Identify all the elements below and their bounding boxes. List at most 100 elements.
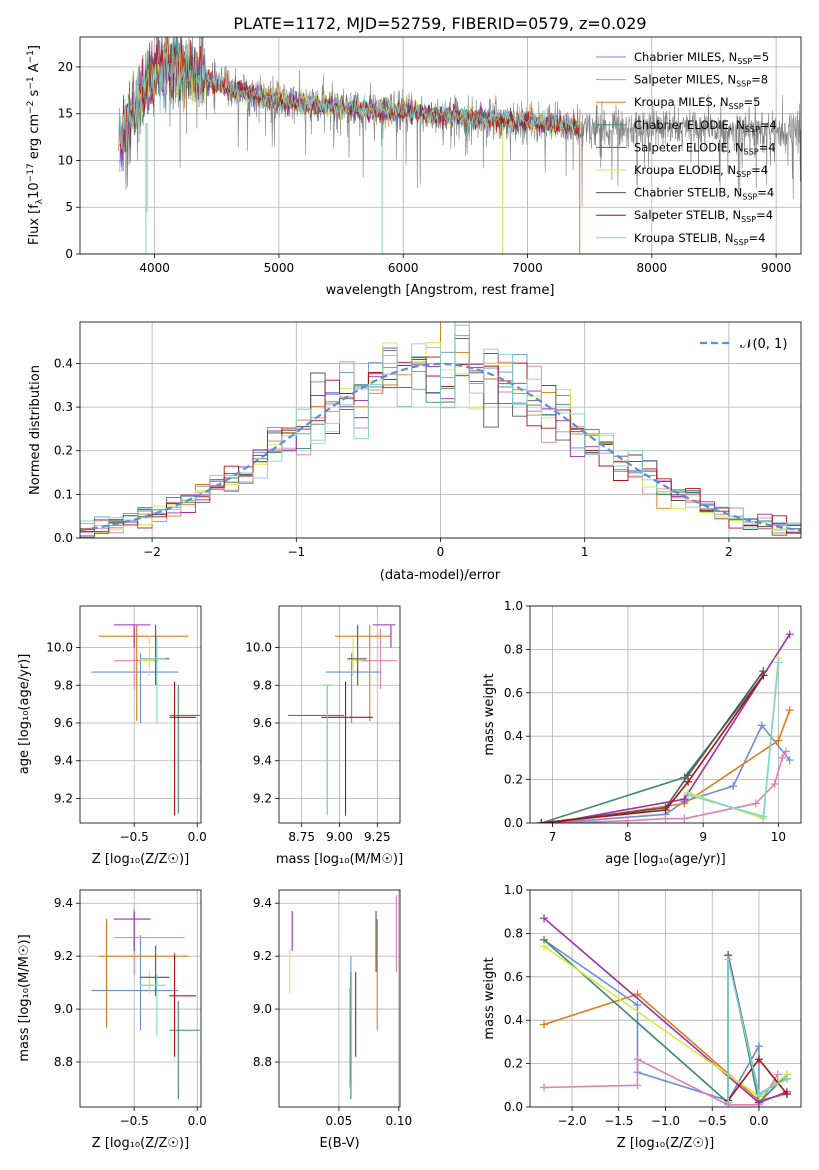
weight-marker <box>540 942 549 951</box>
weight-marker <box>759 812 768 821</box>
weight-series <box>552 709 791 823</box>
y-tick-label: 0.8 <box>504 642 523 656</box>
x-tick-label: −0.5 <box>120 830 149 844</box>
weight-marker <box>680 814 689 823</box>
weight-marker <box>537 819 546 823</box>
weight-series <box>552 751 787 823</box>
weight-series <box>687 662 780 818</box>
mass-weight-vs-age-panel: 7 8 9 10 0.0 0.2 0.4 0.6 0.8 1.0 age [log₁₀(age/yr… <box>482 599 802 867</box>
y-tick-label: 20 <box>58 60 73 74</box>
y-tick-label: 10.0 <box>46 641 73 655</box>
y-tick-label: 9.0 <box>253 1002 272 1016</box>
y-tick-label: 9.2 <box>253 949 272 963</box>
y-tick-label: 0.4 <box>54 356 73 370</box>
y-axis-label: age [log₁₀(age/yr)] <box>17 654 32 775</box>
weight-marker <box>770 779 779 788</box>
x-tick-label: 4000 <box>139 261 170 275</box>
y-axis-label-part: −1 <box>26 76 36 89</box>
weight-marker <box>540 914 549 923</box>
weight-marker <box>633 1055 642 1064</box>
legend-name: Salpeter MILES, N <box>634 73 736 87</box>
weight-marker <box>785 630 794 639</box>
axes-frame <box>79 889 202 1108</box>
grid <box>279 890 400 1107</box>
y-axis-label-part: A <box>27 63 42 76</box>
weight-marker <box>661 805 670 814</box>
y-tick-label: 0.1 <box>54 487 73 501</box>
legend-name: Chabrier MILES, N <box>634 50 737 64</box>
weight-marker <box>633 990 642 999</box>
y-axis-label-part: −2 <box>26 101 36 114</box>
y-tick-label: 9.0 <box>54 1002 73 1016</box>
legend-suffix: =8 <box>751 73 768 87</box>
weight-marker <box>785 706 794 715</box>
legend-suffix: =4 <box>760 118 777 132</box>
x-tick-label: 6000 <box>388 261 419 275</box>
y-tick-label: 0.2 <box>504 773 523 787</box>
y-tick-label: 9.4 <box>253 896 272 910</box>
x-tick-label: 7 <box>549 830 557 844</box>
axes-frame <box>529 605 802 824</box>
weight-marker <box>724 1098 733 1107</box>
legend-sub: SSP <box>745 125 760 134</box>
figure-title: PLATE=1172, MJD=52759, FIBERID=0579, z=0… <box>233 14 646 33</box>
weight-marker <box>729 782 738 791</box>
weight-series <box>727 959 788 1103</box>
legend-name: Chabrier ELODIE, N <box>634 118 745 132</box>
x-axis-label: mass [log₁₀(M/M☉)] <box>276 852 403 867</box>
x-tick-label: 8000 <box>637 261 668 275</box>
y-tick-label: 0.0 <box>504 1100 523 1114</box>
error-bars <box>91 908 200 1100</box>
residual-histogram <box>80 322 801 538</box>
weight-marker <box>754 1089 763 1098</box>
y-tick-label: 8.8 <box>253 1055 272 1069</box>
weight-marker <box>778 753 787 762</box>
legend-entry: Chabrier MILES, NSSP=5 <box>634 50 769 66</box>
weight-marker <box>773 1070 782 1079</box>
y-axis-label: Normed distribution <box>28 365 43 495</box>
y-tick-label: 0.2 <box>504 1057 523 1071</box>
y-tick-label: 0.0 <box>54 531 73 545</box>
x-tick-label: 5000 <box>264 261 295 275</box>
y-tick-label: 9.4 <box>54 754 73 768</box>
x-axis-label: wavelength [Angstrom, rest frame] <box>326 283 555 298</box>
x-tick-label: 9000 <box>761 261 792 275</box>
weight-marker <box>684 777 693 786</box>
x-axis-label: Z [log₁₀(Z/Z☉)] <box>617 1136 714 1151</box>
y-tick-label: 9.2 <box>253 791 272 805</box>
x-tick-label: 0 <box>437 545 445 559</box>
weight-marker <box>540 1083 549 1092</box>
weight-marker <box>782 1089 791 1098</box>
x-axis-label: Z [log₁₀(Z/Z☉)] <box>92 1136 189 1151</box>
age-vs-mass-panel: 8.75 9.00 9.25 9.2 9.4 9.6 9.8 10.0 mass [log₁₀(… <box>245 605 403 867</box>
weight-marker <box>774 658 783 667</box>
y-tick-label: 0.8 <box>504 926 523 940</box>
legend-name: Salpeter ELODIE, N <box>634 140 744 154</box>
legend-entry: Kroupa MILES, NSSP=5 <box>634 95 760 111</box>
legend-sub: SSP <box>742 193 757 202</box>
legend-entry: Salpeter ELODIE, NSSP=4 <box>634 140 776 156</box>
y-tick-label: 5 <box>65 200 73 214</box>
y-tick-label: 8.8 <box>54 1055 73 1069</box>
y-tick-label: 0.0 <box>504 816 523 830</box>
y-axis-label-part: ] <box>27 45 42 50</box>
mass-vs-metallicity-panel: −0.5 0.0 8.8 9.0 9.2 9.4 Z [log₁₀(Z/Z☉)] mass [… <box>17 889 207 1151</box>
mass-vs-ebv-panel: 0.05 0.10 8.8 9.0 9.2 9.4 E(B-V) <box>253 889 412 1151</box>
legend-sub: SSP <box>736 170 751 179</box>
legend-sub: SSP <box>741 215 756 224</box>
y-tick-label: 9.4 <box>54 896 73 910</box>
x-tick-label: 9 <box>699 830 707 844</box>
y-axis-label-part: −1 <box>26 50 36 63</box>
y-axis-label-part: Flux [f <box>27 204 42 245</box>
legend-entry: Salpeter STELIB, NSSP=4 <box>634 208 773 224</box>
normal-curve <box>80 362 801 532</box>
spectrum-lines <box>118 37 801 254</box>
legend-name: Kroupa STELIB, N <box>634 231 734 245</box>
axes-frame <box>79 321 802 539</box>
legend-sub: SSP <box>736 80 751 89</box>
grid <box>530 889 801 1108</box>
grid <box>279 606 400 823</box>
x-tick-label: −2.0 <box>557 1114 586 1128</box>
